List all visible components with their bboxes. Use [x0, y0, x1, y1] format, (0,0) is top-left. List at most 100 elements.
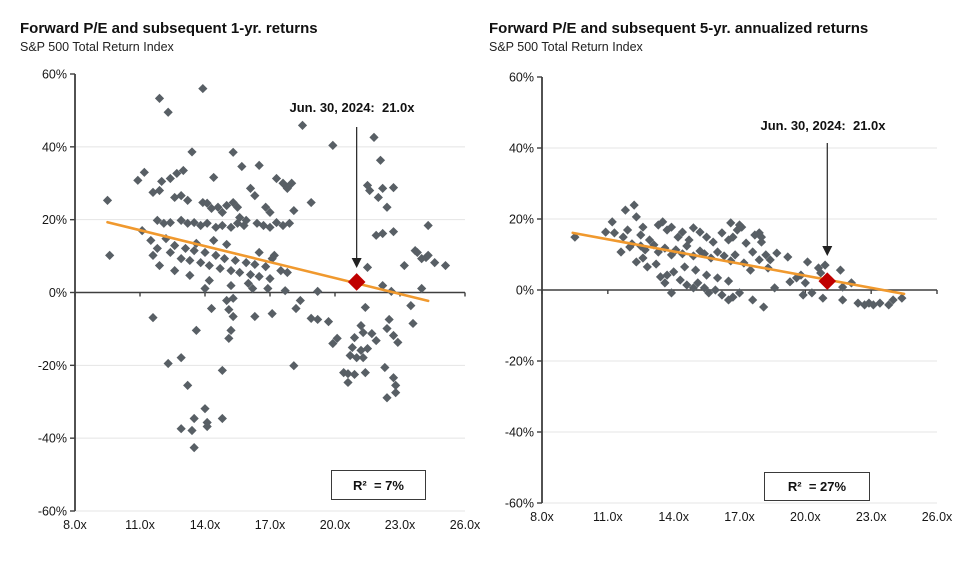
scatter-point [423, 220, 433, 231]
scatter-point [178, 165, 188, 176]
scatter-point [375, 155, 386, 165]
scatter-point [154, 260, 165, 271]
scatter-point [217, 207, 227, 217]
scatter-point [666, 250, 677, 260]
scatter-point [224, 305, 234, 315]
scatter-point [745, 265, 756, 275]
scatter-point [339, 368, 349, 378]
scatter-point [772, 248, 782, 258]
scatter-point [148, 313, 158, 323]
scatter-point [875, 298, 885, 308]
scatter-point [180, 243, 191, 254]
scatter-point [200, 283, 210, 294]
scatter-point [417, 254, 427, 264]
scatter-point [382, 323, 392, 334]
scatter-point [723, 295, 734, 305]
scatter-point [313, 314, 323, 325]
scatter-point [217, 413, 227, 424]
x-tick-label: 11.0x [125, 518, 155, 532]
scatter-point [717, 290, 727, 300]
scatter-point [723, 235, 734, 245]
scatter-point [289, 205, 299, 216]
scatter-point [165, 217, 175, 228]
scatter-point [820, 260, 830, 270]
scatter-point [653, 220, 663, 230]
scatter-point [756, 232, 767, 242]
scatter-point [399, 260, 409, 271]
y-tick-label: -40% [505, 426, 534, 440]
chart2-title: Forward P/E and subsequent 5-yr. annuali… [489, 20, 869, 37]
scatter-point [655, 272, 666, 282]
scatter-point [289, 361, 299, 371]
scatter-point [802, 257, 813, 267]
chart1-r-squared-box: R² = 7% [331, 470, 426, 500]
scatter-point [662, 225, 672, 235]
scatter-point [666, 288, 677, 298]
scatter-point [328, 338, 338, 349]
scatter-point [237, 161, 247, 172]
scatter-point [618, 232, 628, 242]
scatter-point [189, 217, 199, 228]
scatter-point [291, 303, 301, 314]
scatter-point [412, 247, 422, 258]
scatter-point [189, 246, 199, 256]
x-tick-label: 11.0x [593, 510, 623, 524]
scatter-point [770, 283, 780, 293]
scatter-point [202, 198, 212, 208]
scatter-point [228, 147, 238, 157]
scatter-point [835, 265, 846, 275]
scatter-point [717, 228, 727, 238]
scatter-point [267, 309, 277, 319]
scatter-point [629, 200, 639, 210]
highlight-point [818, 272, 837, 290]
scatter-point [741, 238, 751, 248]
scatter-point [245, 183, 256, 193]
scatter-point [408, 318, 418, 329]
scatter-point [658, 217, 668, 227]
scatter-point [213, 202, 223, 212]
scatter-point [352, 353, 362, 363]
scatter-point [176, 191, 186, 201]
scatter-point [185, 270, 195, 280]
scatter-point [699, 283, 709, 293]
scatter-point [282, 183, 292, 193]
scatter-point [642, 262, 652, 272]
scatter-point [185, 255, 195, 266]
scatter-point [146, 235, 156, 246]
scatter-point [754, 255, 764, 265]
scatter-point [723, 276, 734, 286]
scatter-point [226, 222, 236, 232]
scatter-point [239, 220, 249, 231]
scatter-point [280, 286, 290, 296]
scatter-point [343, 377, 353, 388]
scatter-point [211, 250, 221, 260]
x-tick-label: 17.0x [724, 510, 755, 524]
scatter-point [737, 222, 747, 232]
scatter-point [807, 288, 817, 298]
scatter-point [791, 273, 802, 283]
scatter-point [391, 388, 401, 398]
trend-line [106, 220, 430, 303]
scatter-point [200, 404, 210, 414]
scatter-point [382, 202, 392, 212]
scatter-point [388, 183, 399, 193]
scatter-point [362, 262, 373, 272]
scatter-point [265, 207, 275, 217]
scatter-point [620, 205, 630, 215]
scatter-point [209, 235, 219, 246]
scatter-point [226, 325, 236, 335]
scatter-point [187, 147, 197, 157]
scatter-point [102, 195, 113, 205]
scatter-point [783, 252, 793, 262]
scatter-point [373, 192, 383, 203]
x-tick-label: 8.0x [530, 510, 554, 524]
scatter-point [391, 380, 401, 390]
x-tick-label: 23.0x [856, 510, 887, 524]
trend-line [571, 231, 906, 296]
y-tick-label: -60% [38, 505, 67, 519]
scatter-point [154, 185, 165, 196]
scatter-point [616, 247, 626, 257]
x-tick-label: 17.0x [255, 518, 286, 532]
scatter-point [282, 267, 292, 278]
scatter-point [176, 215, 186, 225]
